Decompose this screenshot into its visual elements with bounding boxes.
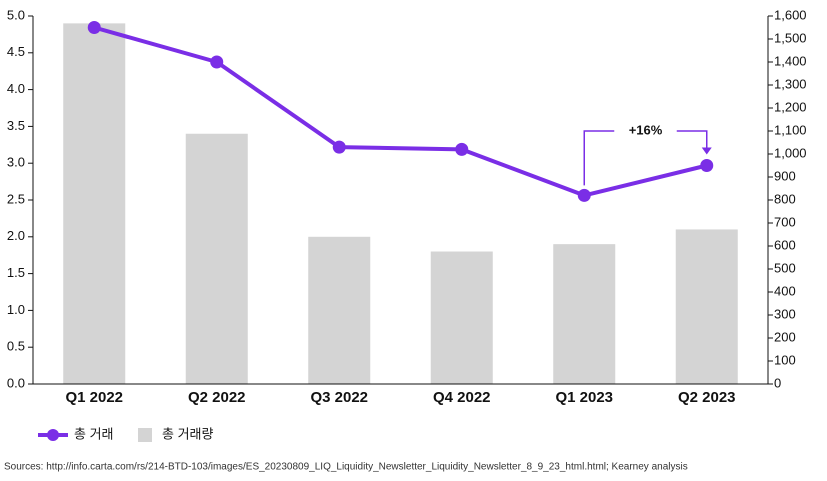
source-note: Sources: http://info.carta.com/rs/214-BT… xyxy=(4,462,688,473)
point xyxy=(455,142,469,156)
x-tick-label: Q2 2023 xyxy=(678,389,736,406)
y2-tick-label: 1,500 xyxy=(774,30,807,45)
x-tick-label: Q1 2023 xyxy=(555,389,613,406)
annotation: +16% xyxy=(629,122,663,137)
y2-tick-label: 1,600 xyxy=(774,7,807,22)
annotation-arrow xyxy=(701,147,712,155)
y2-tick-label: 1,000 xyxy=(774,145,807,160)
y-tick-label: 3.5 xyxy=(7,118,25,133)
bar xyxy=(553,244,616,384)
y-tick-label: 5.0 xyxy=(7,7,25,22)
y2-tick-label: 400 xyxy=(774,283,796,298)
y-tick-label: 2.5 xyxy=(7,191,25,206)
point xyxy=(332,140,346,154)
y2-tick-label: 0 xyxy=(774,375,781,390)
y2-tick-label: 600 xyxy=(774,237,796,252)
line xyxy=(93,25,708,198)
y2-tick-label: 100 xyxy=(774,352,796,367)
y2-tick-label: 200 xyxy=(774,329,796,344)
y-tick-label: 1.5 xyxy=(7,265,25,280)
y-tick-label: 4.0 xyxy=(7,81,25,96)
legend-swatch xyxy=(138,428,152,442)
point xyxy=(210,55,224,69)
bar xyxy=(185,133,248,384)
y2-tick-label: 700 xyxy=(774,214,796,229)
point xyxy=(577,188,591,202)
annotation-bracket xyxy=(583,130,708,186)
x-tick-label: Q1 2022 xyxy=(65,389,123,406)
y2-tick-label: 1,200 xyxy=(774,99,807,114)
x-tick-label: Q3 2022 xyxy=(310,389,368,406)
y-tick-label: 0.5 xyxy=(7,339,25,354)
x-tick-label: Q4 2022 xyxy=(433,389,491,406)
y2-tick-label: 500 xyxy=(774,260,796,275)
legend-label: 총 거래 xyxy=(74,426,114,441)
y2-tick-label: 1,300 xyxy=(774,76,807,91)
bar xyxy=(63,23,126,385)
y-tick-label: 3.0 xyxy=(7,155,25,170)
y-tick-label: 0.0 xyxy=(7,375,25,390)
legend-label: 총 거래량 xyxy=(162,426,213,441)
y2-tick-label: 300 xyxy=(774,306,796,321)
y-tick-label: 1.0 xyxy=(7,302,25,317)
y2-tick-label: 900 xyxy=(774,168,796,183)
point xyxy=(700,159,714,172)
bar xyxy=(675,229,738,384)
y2-tick-label: 1,400 xyxy=(774,53,807,68)
x-tick-label: Q2 2022 xyxy=(188,389,246,406)
y-tick-label: 2.0 xyxy=(7,228,25,243)
bar xyxy=(308,236,371,384)
y2-tick-label: 800 xyxy=(774,191,796,206)
y-tick-label: 4.5 xyxy=(7,44,25,59)
y2-tick-label: 1,100 xyxy=(774,122,807,137)
point xyxy=(87,21,101,34)
bar xyxy=(430,251,493,384)
legend-marker xyxy=(47,429,59,441)
